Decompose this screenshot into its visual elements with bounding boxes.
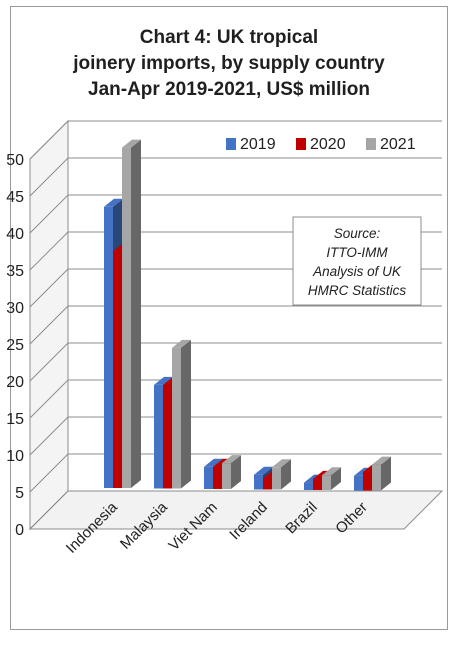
bar-front	[154, 384, 163, 489]
y-tick-label: 50	[6, 152, 24, 169]
bar-top	[222, 455, 241, 464]
bar-side	[181, 339, 191, 489]
bar-side	[131, 139, 141, 488]
bar-front	[304, 482, 313, 490]
bar-front	[363, 472, 372, 491]
y-tick-label: 35	[6, 263, 24, 280]
legend-swatch	[366, 138, 376, 150]
bar-front	[272, 467, 281, 490]
legend-label: 2019	[240, 136, 276, 153]
bar-front	[204, 466, 213, 489]
source-annotation: Source: ITTO-IMM Analysis of UK HMRC Statis…	[292, 216, 422, 306]
bar-front	[263, 478, 272, 490]
bar	[172, 339, 191, 489]
bar-front	[354, 475, 363, 491]
y-tick-label: 30	[6, 300, 24, 317]
bar	[222, 455, 241, 489]
y-tick-label: 5	[15, 485, 24, 502]
bar-side	[231, 455, 241, 489]
bar-top	[372, 456, 391, 465]
legend-swatch	[226, 138, 236, 150]
source-line: Analysis of UK	[312, 264, 402, 279]
legend: 2019 2020 2021	[226, 136, 416, 153]
bar-front	[254, 474, 263, 490]
bar-front	[213, 466, 222, 489]
y-axis-ticks: 0 5 10 15 20 25 30 35 40 45 50	[6, 152, 24, 539]
y-tick-label: 15	[6, 411, 24, 428]
bar-top	[104, 198, 123, 207]
bar-top	[172, 339, 191, 348]
y-tick-label: 20	[6, 374, 24, 391]
source-line: HMRC Statistics	[308, 283, 407, 298]
source-line: ITTO-IMM	[326, 245, 388, 260]
bar-front	[372, 464, 381, 491]
chart-title-line-3: Jan-Apr 2019-2021, US$ million	[88, 79, 370, 100]
y-tick-label: 0	[15, 522, 24, 539]
y-tick-label: 25	[6, 337, 24, 354]
bar-top	[254, 466, 273, 475]
bar-front	[222, 463, 231, 489]
bars	[104, 139, 391, 491]
legend-label: 2020	[310, 136, 346, 153]
legend-label: 2021	[380, 136, 416, 153]
gridline	[29, 379, 442, 419]
bar-top	[154, 376, 173, 385]
y-tick-label: 10	[6, 448, 24, 465]
bar	[372, 456, 391, 491]
bar-top	[322, 467, 341, 476]
legend-item: 2020	[296, 136, 346, 153]
y-tick-label: 45	[6, 189, 24, 206]
legend-item: 2021	[366, 136, 416, 153]
bar	[122, 139, 141, 488]
source-box	[292, 216, 422, 306]
chart-title-line-2: joinery imports, by supply country	[73, 53, 385, 74]
gridline	[29, 157, 442, 197]
gridline	[29, 416, 442, 456]
legend-swatch	[296, 138, 306, 150]
bar	[272, 459, 291, 490]
bar-top	[122, 139, 141, 148]
bar-front	[104, 206, 113, 489]
gridline	[29, 490, 442, 530]
legend-item: 2019	[226, 136, 276, 153]
gridline	[29, 305, 442, 345]
bar-side	[281, 459, 291, 490]
bar	[322, 467, 341, 490]
bar-front	[113, 251, 122, 488]
bar-side	[381, 456, 391, 491]
bar-front	[122, 147, 131, 488]
chart-title-line-1: Chart 4: UK tropical	[139, 27, 319, 48]
gridline	[29, 194, 442, 234]
bar-side	[331, 467, 341, 490]
gridline	[29, 120, 442, 160]
gridline	[29, 453, 442, 493]
chart-title: Chart 4: UK tropical joinery imports, by…	[11, 25, 447, 103]
bar-top	[204, 458, 223, 467]
gridline	[29, 342, 442, 382]
bar-front	[322, 475, 331, 490]
bar-top	[272, 459, 291, 468]
bar-front	[163, 384, 172, 489]
source-line: Source:	[334, 226, 381, 241]
bar-front	[172, 347, 181, 489]
y-tick-label: 40	[6, 226, 24, 243]
bar-front	[313, 478, 322, 490]
